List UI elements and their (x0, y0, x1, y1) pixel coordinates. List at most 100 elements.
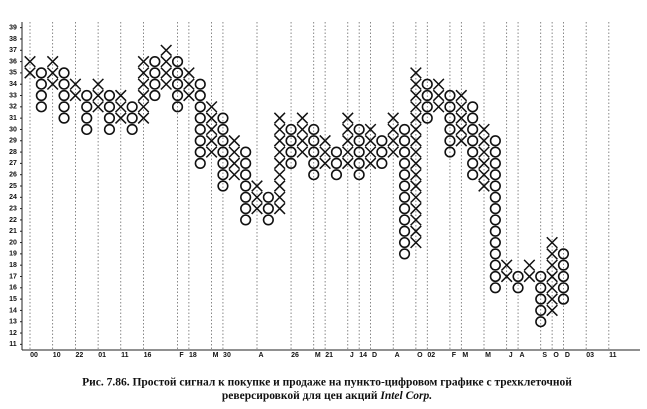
o-glyph (58, 89, 70, 102)
o-glyph (240, 203, 252, 215)
x-glyph (410, 89, 422, 102)
o-glyph (557, 259, 570, 271)
y-tick-label: 24 (9, 194, 17, 201)
x-tick-label: A (258, 352, 263, 359)
y-tick-label: 25 (9, 183, 17, 190)
o-glyph (285, 157, 297, 169)
o-glyph (353, 146, 365, 158)
o-glyph (35, 78, 47, 90)
x-glyph (478, 134, 490, 147)
o-glyph (194, 135, 206, 147)
x-glyph (546, 236, 558, 249)
x-glyph (319, 146, 331, 158)
column (512, 270, 524, 294)
o-glyph (557, 270, 570, 283)
o-glyph (398, 248, 411, 260)
o-glyph (194, 157, 206, 169)
o-glyph (126, 112, 138, 124)
column (535, 270, 547, 328)
o-glyph (398, 146, 411, 158)
x-glyph (137, 55, 150, 68)
x-glyph (387, 123, 400, 136)
x-glyph (455, 100, 468, 113)
x-glyph (251, 180, 263, 192)
o-glyph (376, 157, 388, 169)
x-glyph (387, 146, 400, 158)
x-glyph (410, 67, 422, 79)
column (205, 100, 218, 158)
column (500, 259, 513, 283)
o-glyph (58, 67, 70, 79)
x-glyph (24, 55, 36, 68)
o-glyph (421, 89, 433, 102)
x-glyph (319, 157, 331, 170)
x-glyph (273, 191, 286, 204)
x-tick-label: 00 (30, 352, 38, 359)
o-glyph (81, 123, 93, 136)
x-tick-label: F (179, 352, 184, 359)
x-glyph (387, 134, 400, 147)
x-glyph (341, 157, 354, 170)
column (262, 191, 274, 226)
x-glyph (410, 168, 422, 181)
o-glyph (285, 146, 297, 158)
x-glyph (410, 134, 422, 147)
o-glyph (149, 67, 161, 79)
x-glyph (160, 67, 173, 79)
o-glyph (171, 89, 184, 102)
y-tick-label: 19 (9, 251, 17, 258)
caption-line2: реверсировкой для цен акций Intel Corp. (222, 390, 432, 402)
caption-company: Intel Corp. (379, 390, 432, 402)
o-glyph (217, 123, 229, 136)
x-tick-label: O (417, 352, 423, 359)
x-tick-label: 11 (121, 352, 129, 359)
o-glyph (217, 112, 229, 124)
x-glyph (205, 100, 218, 113)
y-tick-label: 28 (9, 149, 17, 156)
o-glyph (444, 112, 456, 124)
o-glyph (330, 157, 343, 169)
x-tick-label: 21 (325, 352, 333, 359)
o-glyph (240, 180, 252, 192)
o-glyph (489, 180, 501, 192)
o-glyph (353, 169, 365, 181)
o-glyph (444, 123, 456, 136)
x-glyph (228, 168, 241, 181)
column (478, 123, 490, 192)
o-glyph (35, 89, 47, 102)
x-tick-label: O (553, 352, 559, 359)
o-glyph (353, 123, 365, 136)
x-glyph (410, 214, 422, 226)
y-tick-label: 22 (9, 217, 17, 224)
x-tick-label: M (485, 352, 491, 359)
o-glyph (149, 89, 161, 102)
o-glyph (421, 112, 433, 124)
column (546, 236, 558, 317)
y-tick-label: 17 (9, 273, 17, 280)
column (35, 67, 47, 113)
o-glyph (58, 78, 70, 90)
column (410, 67, 422, 249)
x-glyph (432, 100, 445, 113)
x-glyph (410, 78, 422, 91)
o-glyph (149, 78, 161, 90)
x-glyph (205, 112, 218, 124)
x-glyph (273, 157, 286, 170)
x-glyph (137, 67, 150, 79)
column (92, 78, 104, 113)
o-glyph (58, 112, 70, 124)
o-glyph (308, 146, 320, 158)
o-glyph (489, 236, 501, 249)
x-glyph (546, 281, 558, 294)
o-glyph (489, 203, 501, 215)
o-glyph (285, 123, 297, 136)
o-glyph (398, 236, 411, 249)
x-tick-label: M (213, 352, 219, 359)
o-glyph (103, 89, 116, 102)
x-tick-label: 22 (76, 352, 84, 359)
x-glyph (160, 78, 173, 91)
o-glyph (81, 89, 93, 102)
o-glyph (194, 101, 206, 113)
